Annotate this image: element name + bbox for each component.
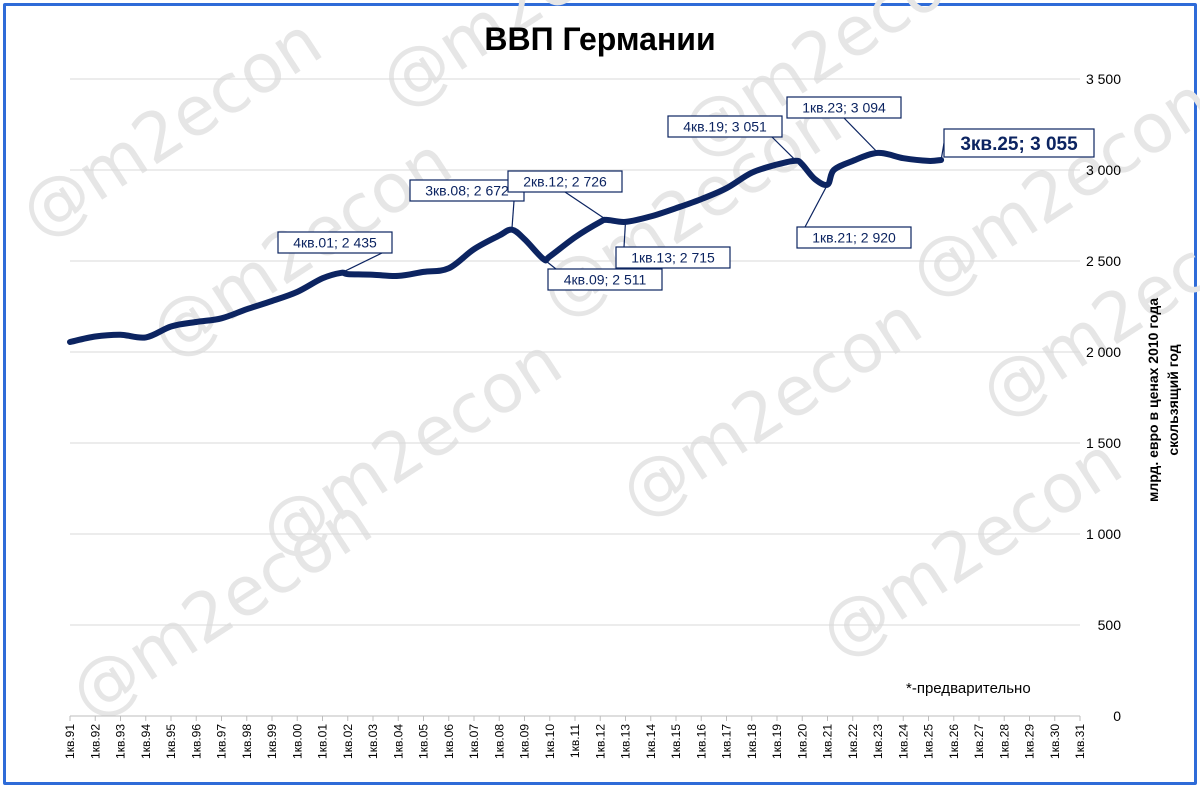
annotation-box [547,268,663,291]
x-tick-label: 1кв.23 [871,724,885,759]
watermark: @m2econ [56,482,385,734]
x-tick-label: 1кв.24 [896,724,910,759]
x-tick-label: 1кв.04 [391,724,405,759]
annotation-box [796,226,912,249]
annotation-leader [511,200,515,230]
x-tick-label: 1кв.27 [972,724,986,759]
annotation-label: 4кв.09; 2 511 [564,272,647,288]
annotation-label: 2кв.12; 2 726 [523,174,607,190]
x-tick-label: 1кв.99 [265,724,279,759]
annotation-leader [543,258,557,270]
x-tick-label: 1кв.00 [290,724,304,759]
annotation-label: 1кв.23; 3 094 [802,100,886,116]
watermark: @m2econ [806,422,1135,674]
x-axis-ticks: 1кв.91 1кв.92 1кв.93 1кв.94 1кв.95 1кв.96 1кв.… [63,716,1087,759]
watermark: @m2econ [606,282,935,534]
x-tick-label: 1кв.14 [644,724,658,759]
x-tick-label: 1кв.96 [189,724,203,759]
x-tick-label: 1кв.17 [720,724,734,759]
x-tick-label: 1кв.28 [997,724,1011,759]
annotation-box [667,115,783,138]
x-tick-label: 1кв.07 [467,724,481,759]
annotation-leader [564,191,607,221]
x-tick-label: 1кв.15 [669,724,683,759]
chart-title: ВВП Германии [484,21,715,57]
annotation-label: 3кв.08; 2 672 [425,183,509,199]
x-tick-label: 1кв.20 [795,724,809,759]
x-tick-label: 1кв.93 [114,724,128,759]
annotation-leader [341,252,383,274]
x-tick-label: 1кв.30 [1048,724,1062,759]
x-tick-label: 1кв.11 [568,724,582,758]
annotation-label: 4кв.01; 2 435 [293,235,377,251]
y-tick-label: 500 [1098,617,1122,633]
annotation-box [615,246,731,269]
x-tick-label: 1кв.95 [164,724,178,759]
annotation-box [943,128,1095,158]
annotation-box [277,231,393,254]
x-tick-label: 1кв.19 [770,724,784,759]
x-tick-label: 1кв.12 [593,724,607,759]
x-tick-label: 1кв.09 [518,724,532,759]
x-tick-label: 1кв.92 [88,724,102,759]
x-tick-label: 1кв.18 [745,724,759,759]
y-tick-label: 1 500 [1086,435,1121,451]
x-tick-label: 1кв.08 [492,724,506,759]
x-tick-label: 1кв.13 [619,724,633,759]
x-tick-label: 1кв.21 [821,724,835,759]
annotation-leader [623,221,627,248]
x-tick-label: 1кв.02 [341,724,355,759]
annotation-label: 3кв.25; 3 055 [960,134,1078,155]
x-tick-label: 1кв.98 [240,724,254,759]
x-tick-label: 1кв.31 [1073,724,1087,759]
y-axis-label-line-1: млрд. евро в ценах 2010 года [1145,298,1161,502]
y-tick-label: 1 000 [1086,526,1121,542]
y-tick-label: 3 500 [1086,71,1121,87]
annotation-label: 1кв.21; 2 920 [812,230,896,246]
y-axis-label-line-2: скользящий год [1165,344,1181,455]
x-tick-label: 1кв.03 [366,724,380,759]
x-tick-label: 1кв.05 [417,724,431,759]
y-tick-label: 2 500 [1086,253,1121,269]
y-axis-title: млрд. евро в ценах 2010 года скользящий … [1145,298,1181,502]
y-tick-label: 0 [1113,708,1121,724]
x-tick-label: 1кв.06 [442,724,456,759]
x-tick-label: 1кв.97 [215,724,229,759]
x-tick-label: 1кв.91 [63,724,77,759]
series-layer [67,149,945,345]
annotation-layer: 4кв.01; 2 435 3кв.08; 2 672 2кв.12; 2 726 4… [277,96,1095,291]
chart-frame [3,3,1197,785]
y-tick-label: 3 000 [1086,162,1121,178]
x-tick-label: 1кв.01 [316,724,330,759]
x-tick-label: 1кв.16 [694,724,708,759]
x-tick-label: 1кв.10 [543,724,557,759]
x-tick-label: 1кв.22 [846,724,860,759]
x-tick-label: 1кв.29 [1023,724,1037,759]
annotation-box [786,96,902,119]
annotation-box [507,170,623,193]
watermark-layer: @m2econ@m2econ @m2econ@m2econ@m2econ@m2ec… [6,0,1200,734]
annotation-leader [804,184,829,228]
x-tick-label: 1кв.25 [922,724,936,759]
x-tick-label: 1кв.26 [947,724,961,759]
gdp-series-line [67,149,945,345]
footnote: *-предварительно [906,680,1031,697]
annotation-label: 4кв.19; 3 051 [683,119,767,135]
y-axis-ticks: 0 500 1 000 1 500 2 000 2 500 3 000 3 500 [1086,71,1121,724]
annotation-label: 1кв.13; 2 715 [631,250,715,266]
annotation-leader [843,117,879,154]
annotation-leader [771,136,797,162]
y-tick-label: 2 000 [1086,344,1121,360]
watermark: @m2econ [366,0,695,124]
x-tick-label: 1кв.94 [139,724,153,759]
